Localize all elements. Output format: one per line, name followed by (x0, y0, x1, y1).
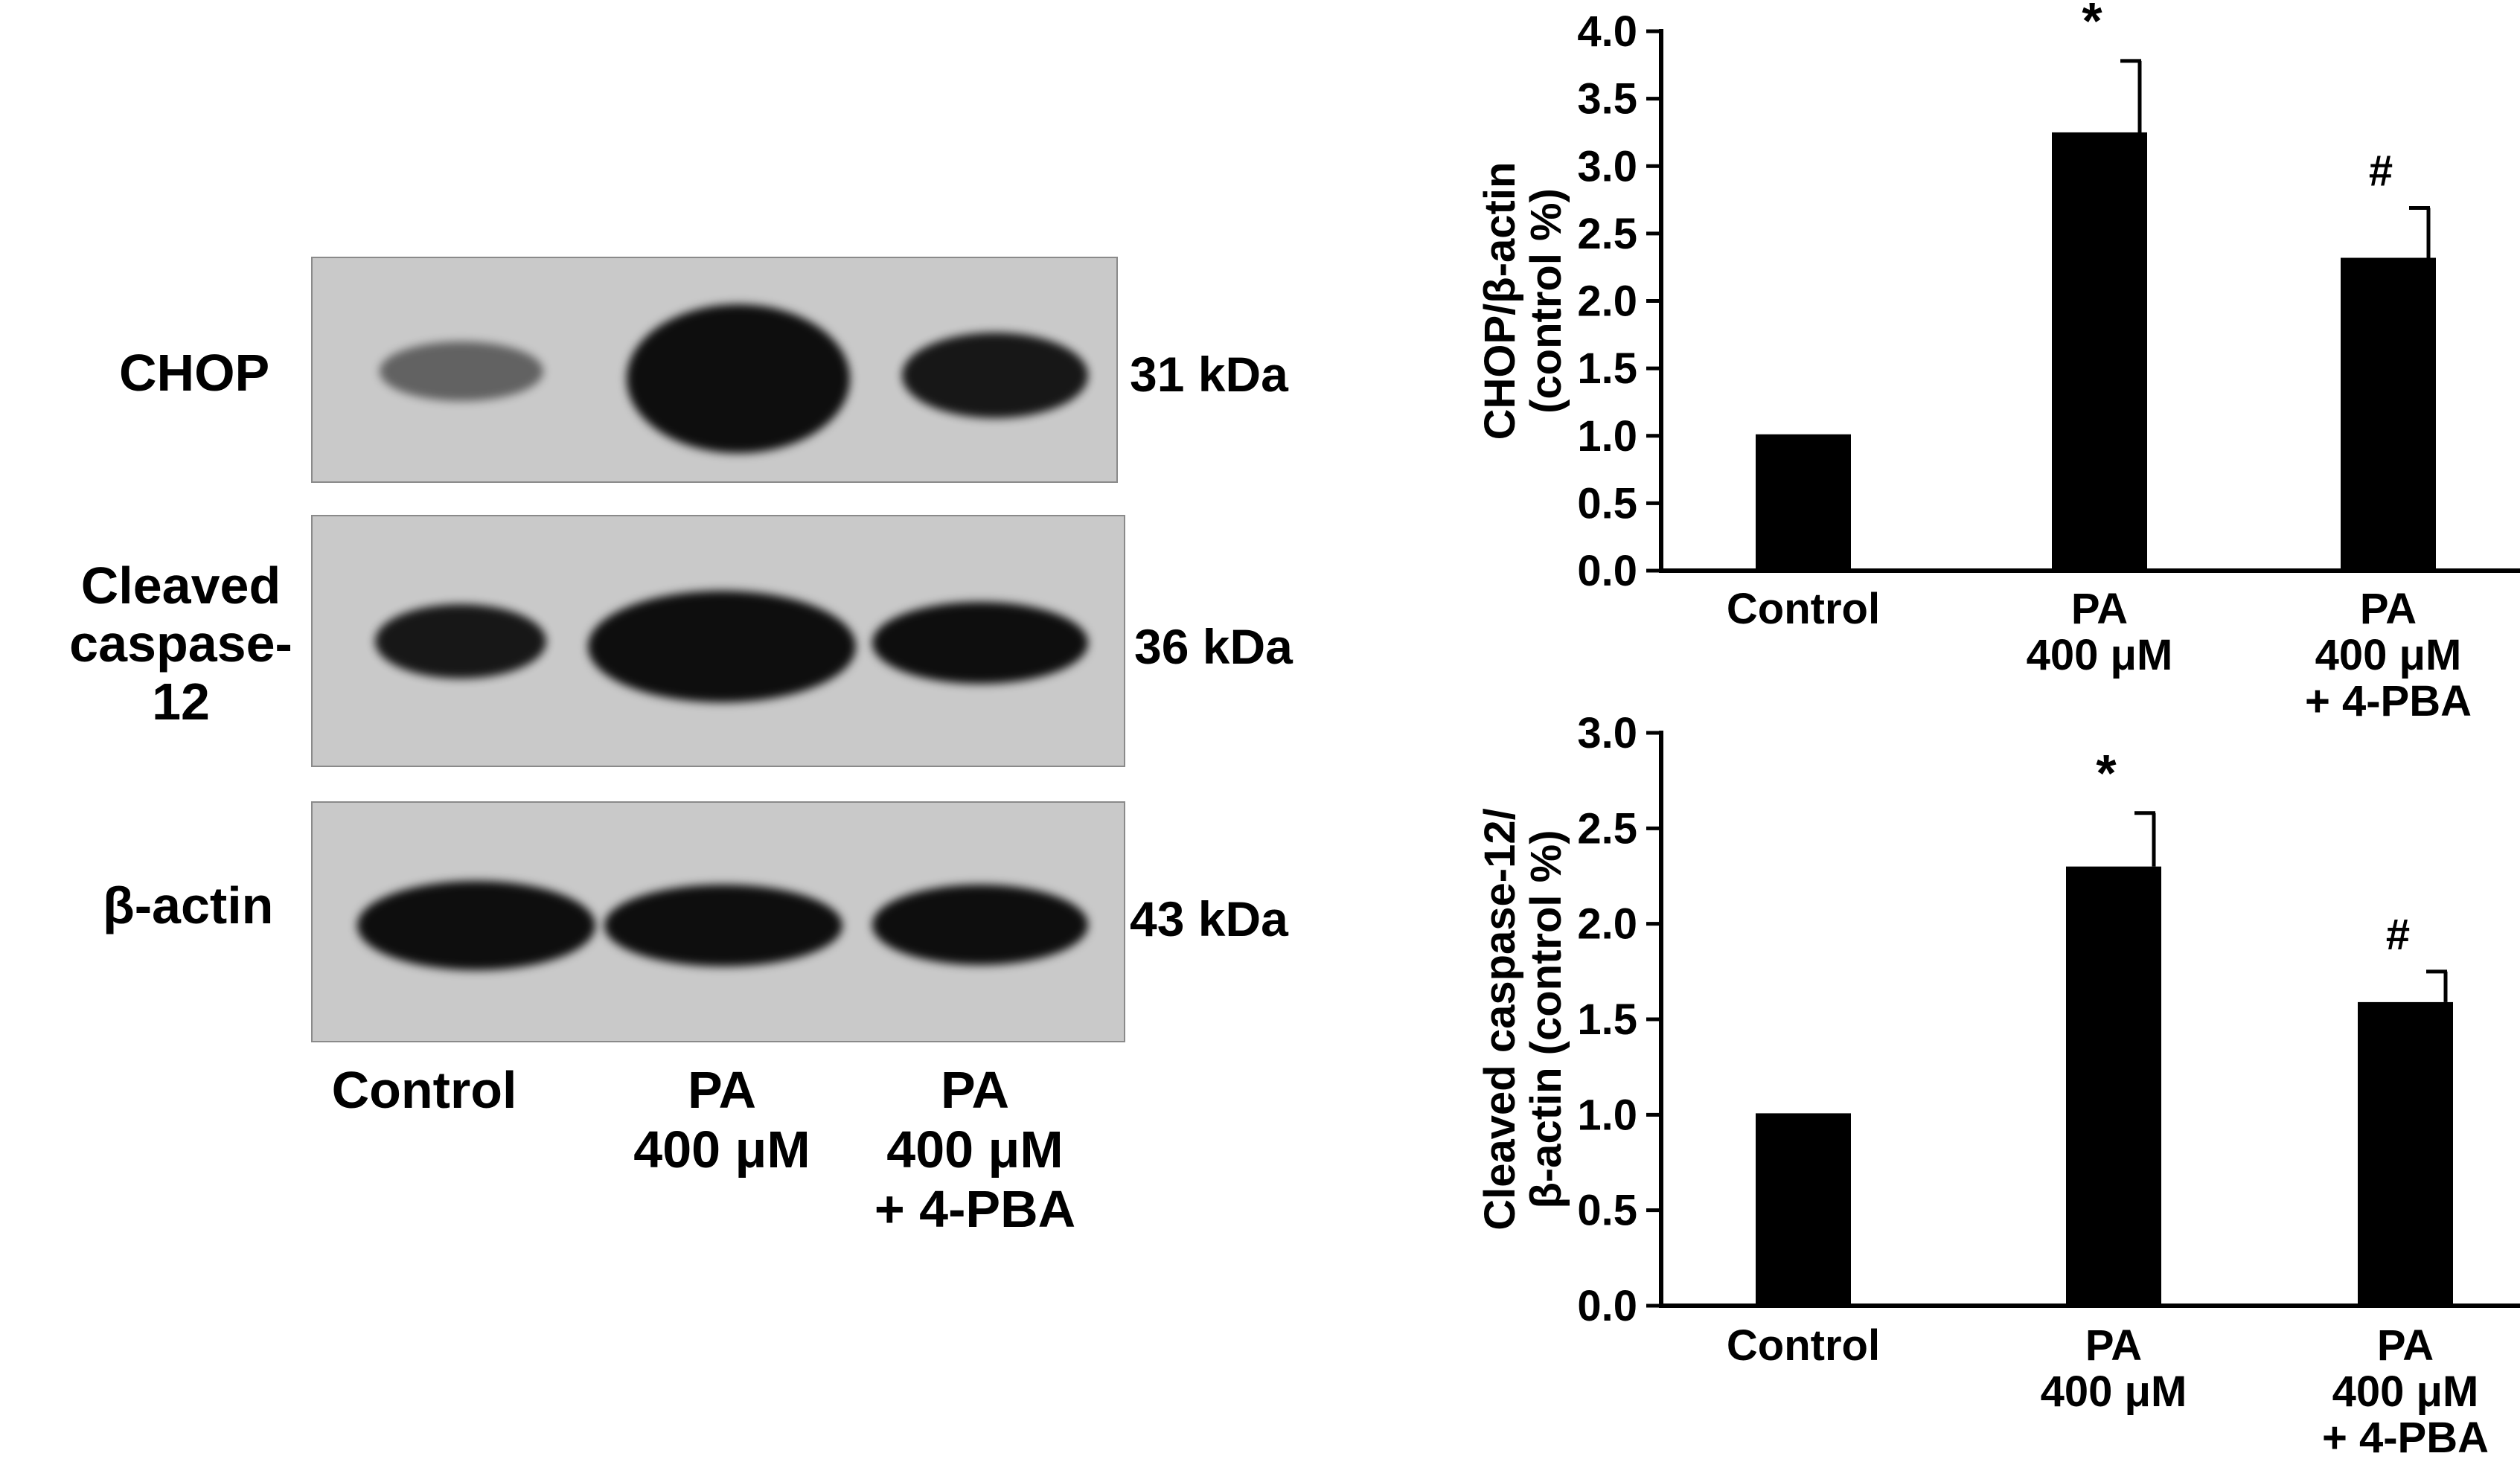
x-category-label: 400 μM (2315, 631, 2462, 679)
blot-band (627, 304, 850, 453)
bar (2066, 866, 2161, 1306)
y-tick-label: 3.5 (1577, 75, 1637, 124)
blot-row-label-line: CHOP (119, 344, 270, 402)
x-category-label: Control (1727, 585, 1880, 633)
x-category-label: 400 μM (2332, 1367, 2479, 1416)
significance-marker: * (2096, 744, 2117, 802)
bar (2052, 132, 2147, 571)
blot-band (375, 604, 546, 679)
x-category-label: 400 μM (2027, 631, 2173, 679)
y-tick-label: 0.0 (1577, 1282, 1637, 1330)
y-tick-label: 0.0 (1577, 547, 1637, 595)
blot-band (902, 333, 1088, 418)
chop-bar-chart: 0.00.51.01.52.02.53.03.54.0Control*PA400… (1476, 0, 2520, 725)
blot-band (604, 885, 842, 966)
y-tick-label: 3.0 (1577, 709, 1637, 757)
y-tick-label: 2.5 (1577, 210, 1637, 258)
y-tick-label: 2.0 (1577, 900, 1637, 949)
x-category-label: 400 μM (2041, 1367, 2187, 1416)
bar (2341, 257, 2436, 571)
y-tick-label: 1.0 (1577, 1091, 1637, 1139)
x-category-label: + 4-PBA (2322, 1414, 2489, 1459)
significance-marker: # (2386, 911, 2410, 959)
blot-lane-label-line: 400 μM (633, 1120, 810, 1179)
y-tick-label: 1.5 (1577, 344, 1637, 393)
blot-lane-label-line: + 4-PBA (874, 1180, 1076, 1238)
y-tick-label: 1.5 (1577, 995, 1637, 1044)
blot-strip-caspase (311, 515, 1125, 767)
significance-marker: # (2369, 147, 2393, 195)
blot-lane-label-control: Control (290, 1060, 558, 1120)
blot-band (872, 885, 1088, 965)
blot-band (588, 591, 856, 702)
blot-strip-actin (311, 801, 1125, 1042)
blot-band (380, 341, 543, 401)
blot-strip-chop (311, 257, 1118, 483)
blot-row-label-line: Cleaved (80, 557, 281, 615)
x-category-label: PA (2085, 1321, 2142, 1370)
blot-row-label-caspase: Cleaved caspase-12 (43, 557, 319, 731)
blot-row-label-chop: CHOP (119, 344, 313, 402)
bar (1756, 1115, 1851, 1306)
y-axis-label: (control %) (1522, 188, 1570, 414)
blot-row-label-line: caspase-12 (69, 615, 292, 731)
x-category-label: PA (2360, 585, 2417, 633)
y-tick-label: 0.5 (1577, 479, 1637, 528)
y-tick-label: 3.0 (1577, 142, 1637, 190)
blot-lane-label-line: PA (687, 1061, 757, 1119)
x-category-label: PA (2071, 585, 2128, 633)
y-axis-label: β-actin (control %) (1522, 830, 1570, 1208)
blot-lane-label-pa-pba: PA 400 μM + 4-PBA (841, 1060, 1109, 1239)
blot-band (872, 602, 1088, 684)
x-category-label: PA (2377, 1321, 2434, 1370)
x-category-label: Control (1727, 1321, 1880, 1370)
blot-lane-label-line: 400 μM (886, 1120, 1064, 1179)
y-tick-label: 4.0 (1577, 7, 1637, 56)
blot-lane-label-pa: PA 400 μM (588, 1060, 856, 1179)
y-tick-label: 0.5 (1577, 1187, 1637, 1235)
blot-row-label-actin: β-actin (103, 876, 326, 934)
significance-marker: * (2082, 0, 2102, 50)
y-tick-label: 2.0 (1577, 278, 1637, 326)
blot-lane-label-line: PA (940, 1061, 1010, 1119)
blot-size-label-caspase: 36 kDa (1134, 619, 1293, 674)
blot-size-label-actin: 43 kDa (1130, 891, 1288, 946)
blot-size-label-chop: 31 kDa (1130, 347, 1288, 402)
blot-lane-label-line: Control (331, 1061, 517, 1119)
blot-row-label-line: β-actin (103, 876, 274, 934)
bar (2358, 1001, 2453, 1306)
y-axis-label: CHOP/β-actin (1476, 162, 1524, 440)
bar (1756, 435, 1851, 571)
y-axis-label: Cleaved caspase-12/ (1476, 808, 1524, 1230)
x-category-label: + 4-PBA (2305, 677, 2472, 725)
y-tick-label: 2.5 (1577, 804, 1637, 853)
y-tick-label: 1.0 (1577, 412, 1637, 461)
blot-band (357, 881, 595, 970)
